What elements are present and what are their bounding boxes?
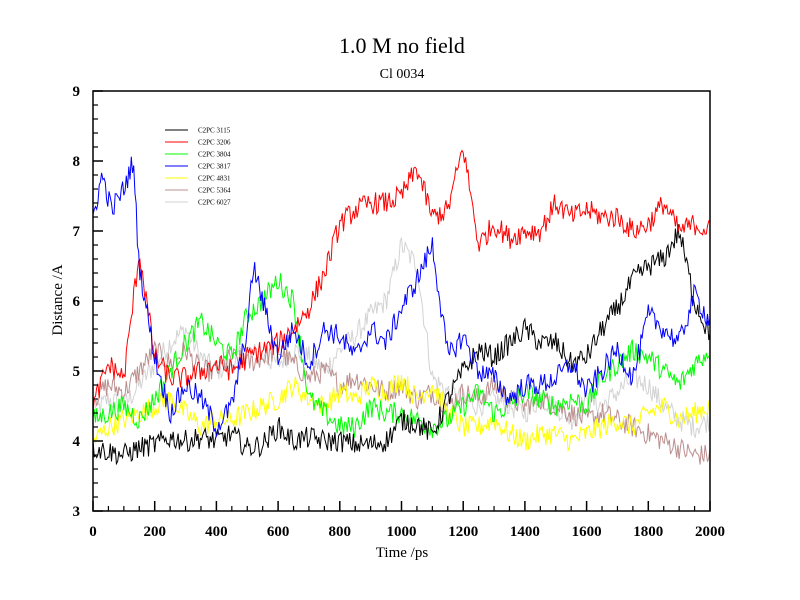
x-tick-label: 2000 xyxy=(695,524,725,540)
legend-label: C2PC 3115 xyxy=(198,127,231,135)
ticks-layer: 0 200 400 600 800 1000 1200 1400 1600 1800 2000 3 4 5… xyxy=(73,84,726,540)
y-tick-label: 7 xyxy=(73,224,81,240)
y-tick-label: 9 xyxy=(73,84,81,100)
legend-label: C2PC 3206 xyxy=(198,139,231,147)
series-line-c2pc-4831 xyxy=(92,374,711,453)
series-line-c2pc-3804 xyxy=(92,273,711,438)
legend: C2PC 3115 C2PC 3206 C2PC 3804 C2PC 3817 C2PC… xyxy=(165,127,231,207)
y-tick-label: 8 xyxy=(73,154,81,170)
x-tick-label: 200 xyxy=(143,524,166,540)
series-line-c2pc-6027 xyxy=(92,236,711,438)
legend-label: C2PC 4831 xyxy=(198,175,231,183)
chart-subtitle: Cl 0034 xyxy=(380,67,425,82)
series-line-c2pc-3206 xyxy=(92,149,711,416)
legend-label: C2PC 3817 xyxy=(198,163,231,171)
series-layer xyxy=(92,149,711,466)
legend-label: C2PC 5364 xyxy=(198,187,231,195)
x-tick-label: 400 xyxy=(205,524,228,540)
x-tick-label: 1600 xyxy=(572,524,602,540)
series-line-c2pc-3115 xyxy=(92,224,711,466)
x-axis-label: Time /ps xyxy=(376,545,429,561)
x-tick-label: 1800 xyxy=(633,524,663,540)
y-tick-label: 6 xyxy=(73,294,81,310)
x-tick-label: 1200 xyxy=(448,524,478,540)
y-tick-label: 5 xyxy=(73,364,81,380)
legend-label: C2PC 6027 xyxy=(198,199,231,207)
x-tick-label: 800 xyxy=(329,524,352,540)
x-tick-label: 1000 xyxy=(387,524,417,540)
chart-title: 1.0 M no field xyxy=(339,33,465,58)
series-line-c2pc-3817 xyxy=(92,156,711,438)
y-tick-label: 4 xyxy=(73,434,81,450)
x-tick-label: 1400 xyxy=(510,524,540,540)
x-tick-label: 0 xyxy=(89,524,97,540)
x-tick-label: 600 xyxy=(267,524,290,540)
y-tick-label: 3 xyxy=(73,504,81,520)
y-axis-label: Distance /A xyxy=(50,264,66,335)
legend-label: C2PC 3804 xyxy=(198,151,231,159)
